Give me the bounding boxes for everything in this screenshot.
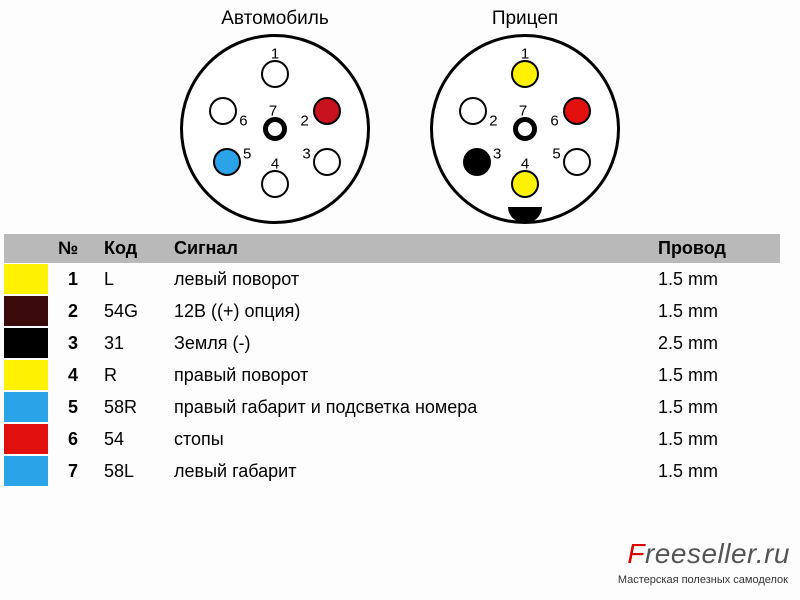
pin-label: 2 [489, 112, 497, 129]
cell-wire: 1.5 mm [650, 455, 780, 487]
cell-signal: правый габарит и подсветка номера [166, 391, 650, 423]
pin [213, 148, 241, 176]
cell-code: L [96, 263, 166, 295]
table-row: 654стопы1.5 mm [4, 423, 780, 455]
cell-wire: 1.5 mm [650, 359, 780, 391]
cell-num: 3 [50, 327, 96, 359]
socket-notch [508, 207, 542, 223]
pin-label: 5 [552, 146, 560, 163]
cell-code: 31 [96, 327, 166, 359]
pin [313, 97, 341, 125]
cell-num: 1 [50, 263, 96, 295]
pin-label: 6 [239, 112, 247, 129]
color-swatch [4, 424, 48, 454]
cell-code: 58R [96, 391, 166, 423]
cell-code: 54G [96, 295, 166, 327]
pin-label: 3 [302, 146, 310, 163]
table-row: 4Rправый поворот1.5 mm [4, 359, 780, 391]
pin [563, 97, 591, 125]
cell-wire: 1.5 mm [650, 423, 780, 455]
color-swatch [4, 264, 48, 294]
color-swatch-cell [4, 263, 50, 295]
cell-num: 4 [50, 359, 96, 391]
connector: Прицеп 1 6 5 4 3 2 7 [430, 8, 620, 224]
cell-signal: правый поворот [166, 359, 650, 391]
pin-label: 6 [550, 112, 558, 129]
table-body: 1Lлевый поворот1.5 mm254G12B ((+) опция)… [4, 263, 780, 487]
pin [313, 148, 341, 176]
table-row: 1Lлевый поворот1.5 mm [4, 263, 780, 295]
color-swatch [4, 360, 48, 390]
cell-wire: 1.5 mm [650, 391, 780, 423]
col-code: Код [96, 234, 166, 263]
color-swatch-cell [4, 455, 50, 487]
pin [513, 117, 537, 141]
color-swatch-cell [4, 295, 50, 327]
cell-num: 7 [50, 455, 96, 487]
cell-signal: стопы [166, 423, 650, 455]
connector-diagrams: Автомобиль 1 2 3 4 5 6 7 Прицеп 1 6 5 4 3 2 7 [0, 0, 800, 224]
watermark-first: F [627, 538, 645, 569]
pin-label: 7 [269, 103, 277, 120]
cell-signal: левый габарит [166, 455, 650, 487]
pin [263, 117, 287, 141]
table-header-row: № Код Сигнал Провод [4, 234, 780, 263]
pin [261, 170, 289, 198]
connector-socket: 1 6 5 4 3 2 7 [430, 34, 620, 224]
pin-label: 4 [521, 156, 529, 173]
cell-num: 5 [50, 391, 96, 423]
col-signal: Сигнал [166, 234, 650, 263]
color-swatch [4, 296, 48, 326]
cell-code: 58L [96, 455, 166, 487]
pin-label: 3 [493, 146, 501, 163]
color-swatch [4, 456, 48, 486]
pin [563, 148, 591, 176]
table-row: 331Земля (-)2.5 mm [4, 327, 780, 359]
color-swatch-cell [4, 327, 50, 359]
table-row: 558Rправый габарит и подсветка номера1.5… [4, 391, 780, 423]
pin [459, 97, 487, 125]
cell-wire: 2.5 mm [650, 327, 780, 359]
cell-code: 54 [96, 423, 166, 455]
col-color [4, 234, 50, 263]
watermark: Freeseller.ru [627, 538, 790, 570]
cell-code: R [96, 359, 166, 391]
col-num: № [50, 234, 96, 263]
wiring-table-wrap: № Код Сигнал Провод 1Lлевый поворот1.5 m… [0, 234, 800, 487]
pin [261, 60, 289, 88]
connector: Автомобиль 1 2 3 4 5 6 7 [180, 8, 370, 224]
cell-signal: 12B ((+) опция) [166, 295, 650, 327]
cell-wire: 1.5 mm [650, 263, 780, 295]
color-swatch [4, 328, 48, 358]
col-wire: Провод [650, 234, 780, 263]
color-swatch-cell [4, 359, 50, 391]
color-swatch [4, 392, 48, 422]
pin-label: 7 [519, 103, 527, 120]
pin [209, 97, 237, 125]
connector-socket: 1 2 3 4 5 6 7 [180, 34, 370, 224]
wiring-table: № Код Сигнал Провод 1Lлевый поворот1.5 m… [4, 234, 780, 487]
cell-num: 2 [50, 295, 96, 327]
pin [511, 170, 539, 198]
connector-title: Прицеп [492, 8, 558, 30]
pin [511, 60, 539, 88]
cell-num: 6 [50, 423, 96, 455]
watermark-rest: reeseller.ru [645, 538, 790, 569]
connector-title: Автомобиль [221, 8, 329, 30]
cell-signal: левый поворот [166, 263, 650, 295]
table-row: 758Lлевый габарит1.5 mm [4, 455, 780, 487]
cell-wire: 1.5 mm [650, 295, 780, 327]
color-swatch-cell [4, 391, 50, 423]
color-swatch-cell [4, 423, 50, 455]
table-row: 254G12B ((+) опция)1.5 mm [4, 295, 780, 327]
pin [463, 148, 491, 176]
pin-label: 1 [521, 45, 529, 62]
cell-signal: Земля (-) [166, 327, 650, 359]
pin-label: 5 [243, 146, 251, 163]
watermark-sub: Мастерская полезных самоделок [618, 574, 788, 586]
pin-label: 2 [300, 112, 308, 129]
pin-label: 1 [271, 45, 279, 62]
pin-label: 4 [271, 156, 279, 173]
